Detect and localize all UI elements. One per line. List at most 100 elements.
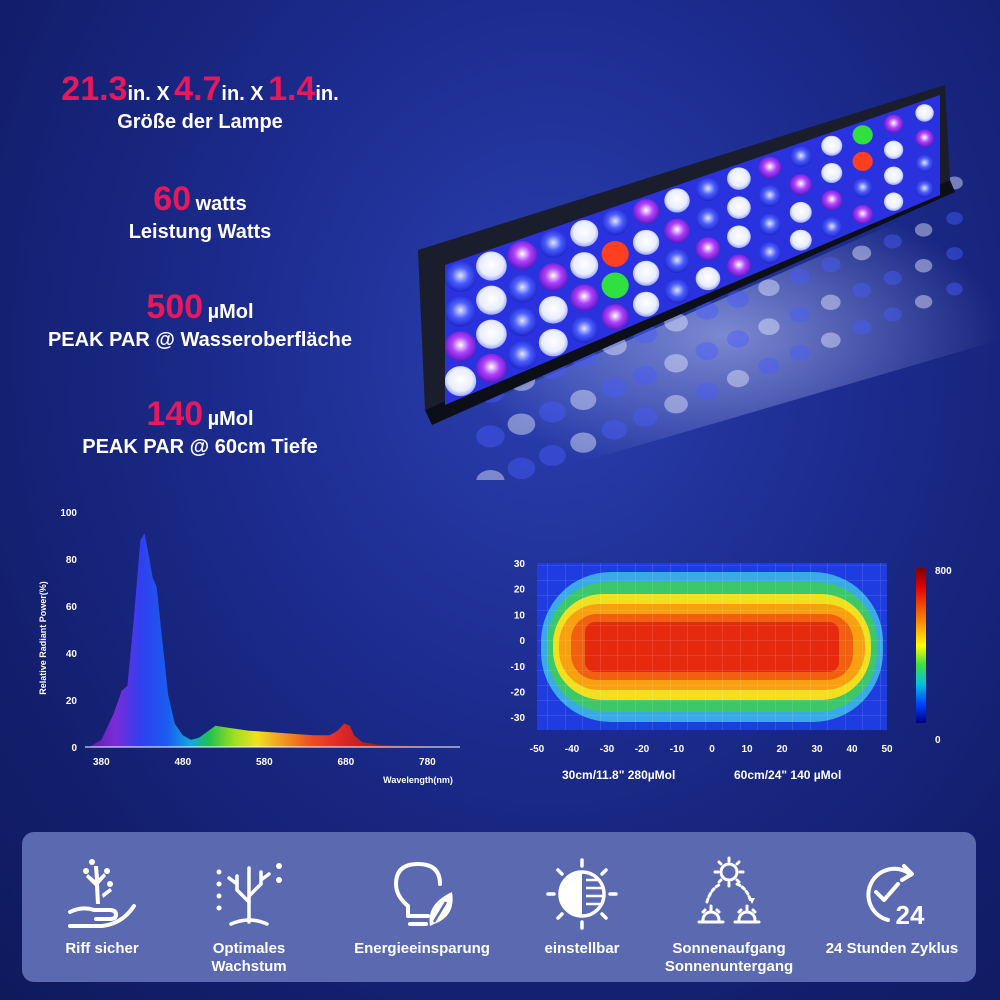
lamp-led <box>507 240 538 270</box>
lamp-led <box>758 242 782 264</box>
spectrum-y-tick: 0 <box>71 743 77 754</box>
par-surface-value: 500 <box>146 288 204 326</box>
spectrum-xlabel: Wavelength(nm) <box>383 775 453 785</box>
spectrum-y-tick: 40 <box>66 649 78 660</box>
lamp-led-reflection <box>852 319 872 335</box>
heatmap-x-tick: 10 <box>741 744 753 755</box>
lamp-led-reflection <box>883 270 902 286</box>
size-height: 1.4 <box>268 70 316 108</box>
lamp-led-reflection <box>664 395 688 414</box>
lamp-led <box>632 229 660 255</box>
par-depth-unit: µMol <box>207 408 254 430</box>
lamp-led-reflection <box>664 354 688 373</box>
lamp-led-reflection <box>946 211 963 225</box>
lamp-led <box>507 341 538 370</box>
heatmap-y-tick: -10 <box>511 662 526 673</box>
lamp-led <box>695 237 721 261</box>
lamp-led <box>758 156 782 179</box>
spec-par-depth: 140 µMol PEAK PAR @ 60cm Tiefe <box>0 395 400 459</box>
lamp-led-reflection <box>476 470 505 493</box>
heatmap-x-tick: 50 <box>881 744 893 755</box>
lamp-led <box>915 180 934 198</box>
spectrum-x-tick: 480 <box>174 757 191 768</box>
lamp-led <box>695 177 721 202</box>
par-note-far: 60cm/24" 140 µMol <box>734 768 842 782</box>
lamp-led <box>601 304 629 330</box>
bulb-leaf-icon <box>394 862 453 926</box>
size-width: 4.7 <box>174 70 222 108</box>
lamp-led-reflection <box>726 330 750 348</box>
lamp-led <box>538 296 568 324</box>
lamp-led-reflection <box>852 282 872 298</box>
feature-reef-safe: Riff sicher <box>27 854 177 958</box>
spectrum-x-tick: 380 <box>93 757 110 768</box>
clock-24-badge: 24 <box>896 900 925 930</box>
par-surface-unit: µMol <box>207 301 254 323</box>
spectrum-y-tick: 100 <box>60 508 77 519</box>
feature-label-24h: 24 Stunden Zyklus <box>825 940 959 957</box>
lamp-led-reflection <box>601 420 627 440</box>
lamp-led-reflection <box>789 344 811 361</box>
lamp-led <box>445 296 477 327</box>
feature-growth: Optimales Wachstum <box>174 854 324 976</box>
spectrum-x-tick: 780 <box>419 757 436 768</box>
lamp-led-reflection <box>476 425 505 448</box>
lamp-led-reflection <box>914 259 933 273</box>
par-heatmap: 30 20 10 0 -10 -20 -30 -50 -40 -30 -20 -10 0 10 20 30 4… <box>511 559 953 755</box>
lamp-led <box>727 196 751 219</box>
spectrum-y-tick: 60 <box>66 602 78 613</box>
lamp-led <box>789 201 812 223</box>
heatmap-y-tick: 0 <box>519 636 525 647</box>
lamp-led <box>601 240 629 267</box>
lamp-led-reflection <box>820 294 841 311</box>
lamp-led <box>915 104 934 122</box>
heatmap-x-tick: -40 <box>565 744 580 755</box>
lamp-led <box>727 254 751 278</box>
lamp-led-reflection <box>695 301 719 320</box>
heatmap-y-axis: 30 20 10 0 -10 -20 -30 <box>511 559 526 724</box>
lamp-led <box>445 331 477 362</box>
lamp-led-reflection <box>852 245 872 261</box>
spectrum-y-axis: 0 20 40 60 80 100 <box>60 508 77 754</box>
lamp-led-reflection <box>820 332 841 348</box>
power-unit: watts <box>195 193 247 215</box>
par-note-near: 30cm/11.8" 280µMol <box>562 768 676 782</box>
feature-label-reef-safe: Riff sicher <box>65 940 139 957</box>
heatmap-x-tick: 30 <box>811 744 823 755</box>
lamp-led <box>883 114 904 134</box>
spectrum-x-axis: 380 480 580 680 780 <box>93 757 436 768</box>
lamp-led <box>445 262 477 293</box>
spectrum-ylabel: Relative Radiant Power(%) <box>38 581 48 695</box>
lamp-led-reflection <box>914 294 933 309</box>
lamp-led-reflection <box>632 407 658 427</box>
lamp-led <box>821 190 843 211</box>
spectrum-y-tick: 20 <box>66 696 78 707</box>
spectrum-x-tick: 680 <box>338 757 355 768</box>
lamp-led <box>727 167 751 190</box>
size-length-unit: in. X <box>127 83 170 105</box>
lamp-led-reflection <box>946 247 963 261</box>
lamp-led <box>601 209 629 236</box>
spectrum-series <box>89 533 444 747</box>
spec-size: 21.3in. X 4.7in. X 1.4in. Größe der Lamp… <box>0 70 400 134</box>
lamp-led <box>821 162 843 183</box>
lamp-led <box>883 140 904 160</box>
dimmer-icon <box>546 858 618 930</box>
lamp-led <box>789 174 812 195</box>
feature-bar: Riff sicher Optimales Wachstum Energiee <box>22 832 976 982</box>
lamp-led-reflection <box>820 256 841 273</box>
lamp-led <box>632 260 660 286</box>
lamp-led-reflection <box>946 282 963 296</box>
lamp-led <box>476 251 507 281</box>
lamp-led <box>632 198 660 224</box>
lamp-illustration <box>418 85 1000 493</box>
lamp-image <box>410 80 1000 493</box>
lamp-led <box>664 279 690 304</box>
lamp-led-reflection <box>726 290 750 308</box>
lamp-led <box>664 249 690 274</box>
lamp-led-reflection <box>883 234 902 249</box>
lamp-led <box>601 272 629 299</box>
heatmap-y-tick: -20 <box>511 687 526 698</box>
lamp-led <box>570 219 599 247</box>
coral-hand-icon <box>68 859 136 928</box>
